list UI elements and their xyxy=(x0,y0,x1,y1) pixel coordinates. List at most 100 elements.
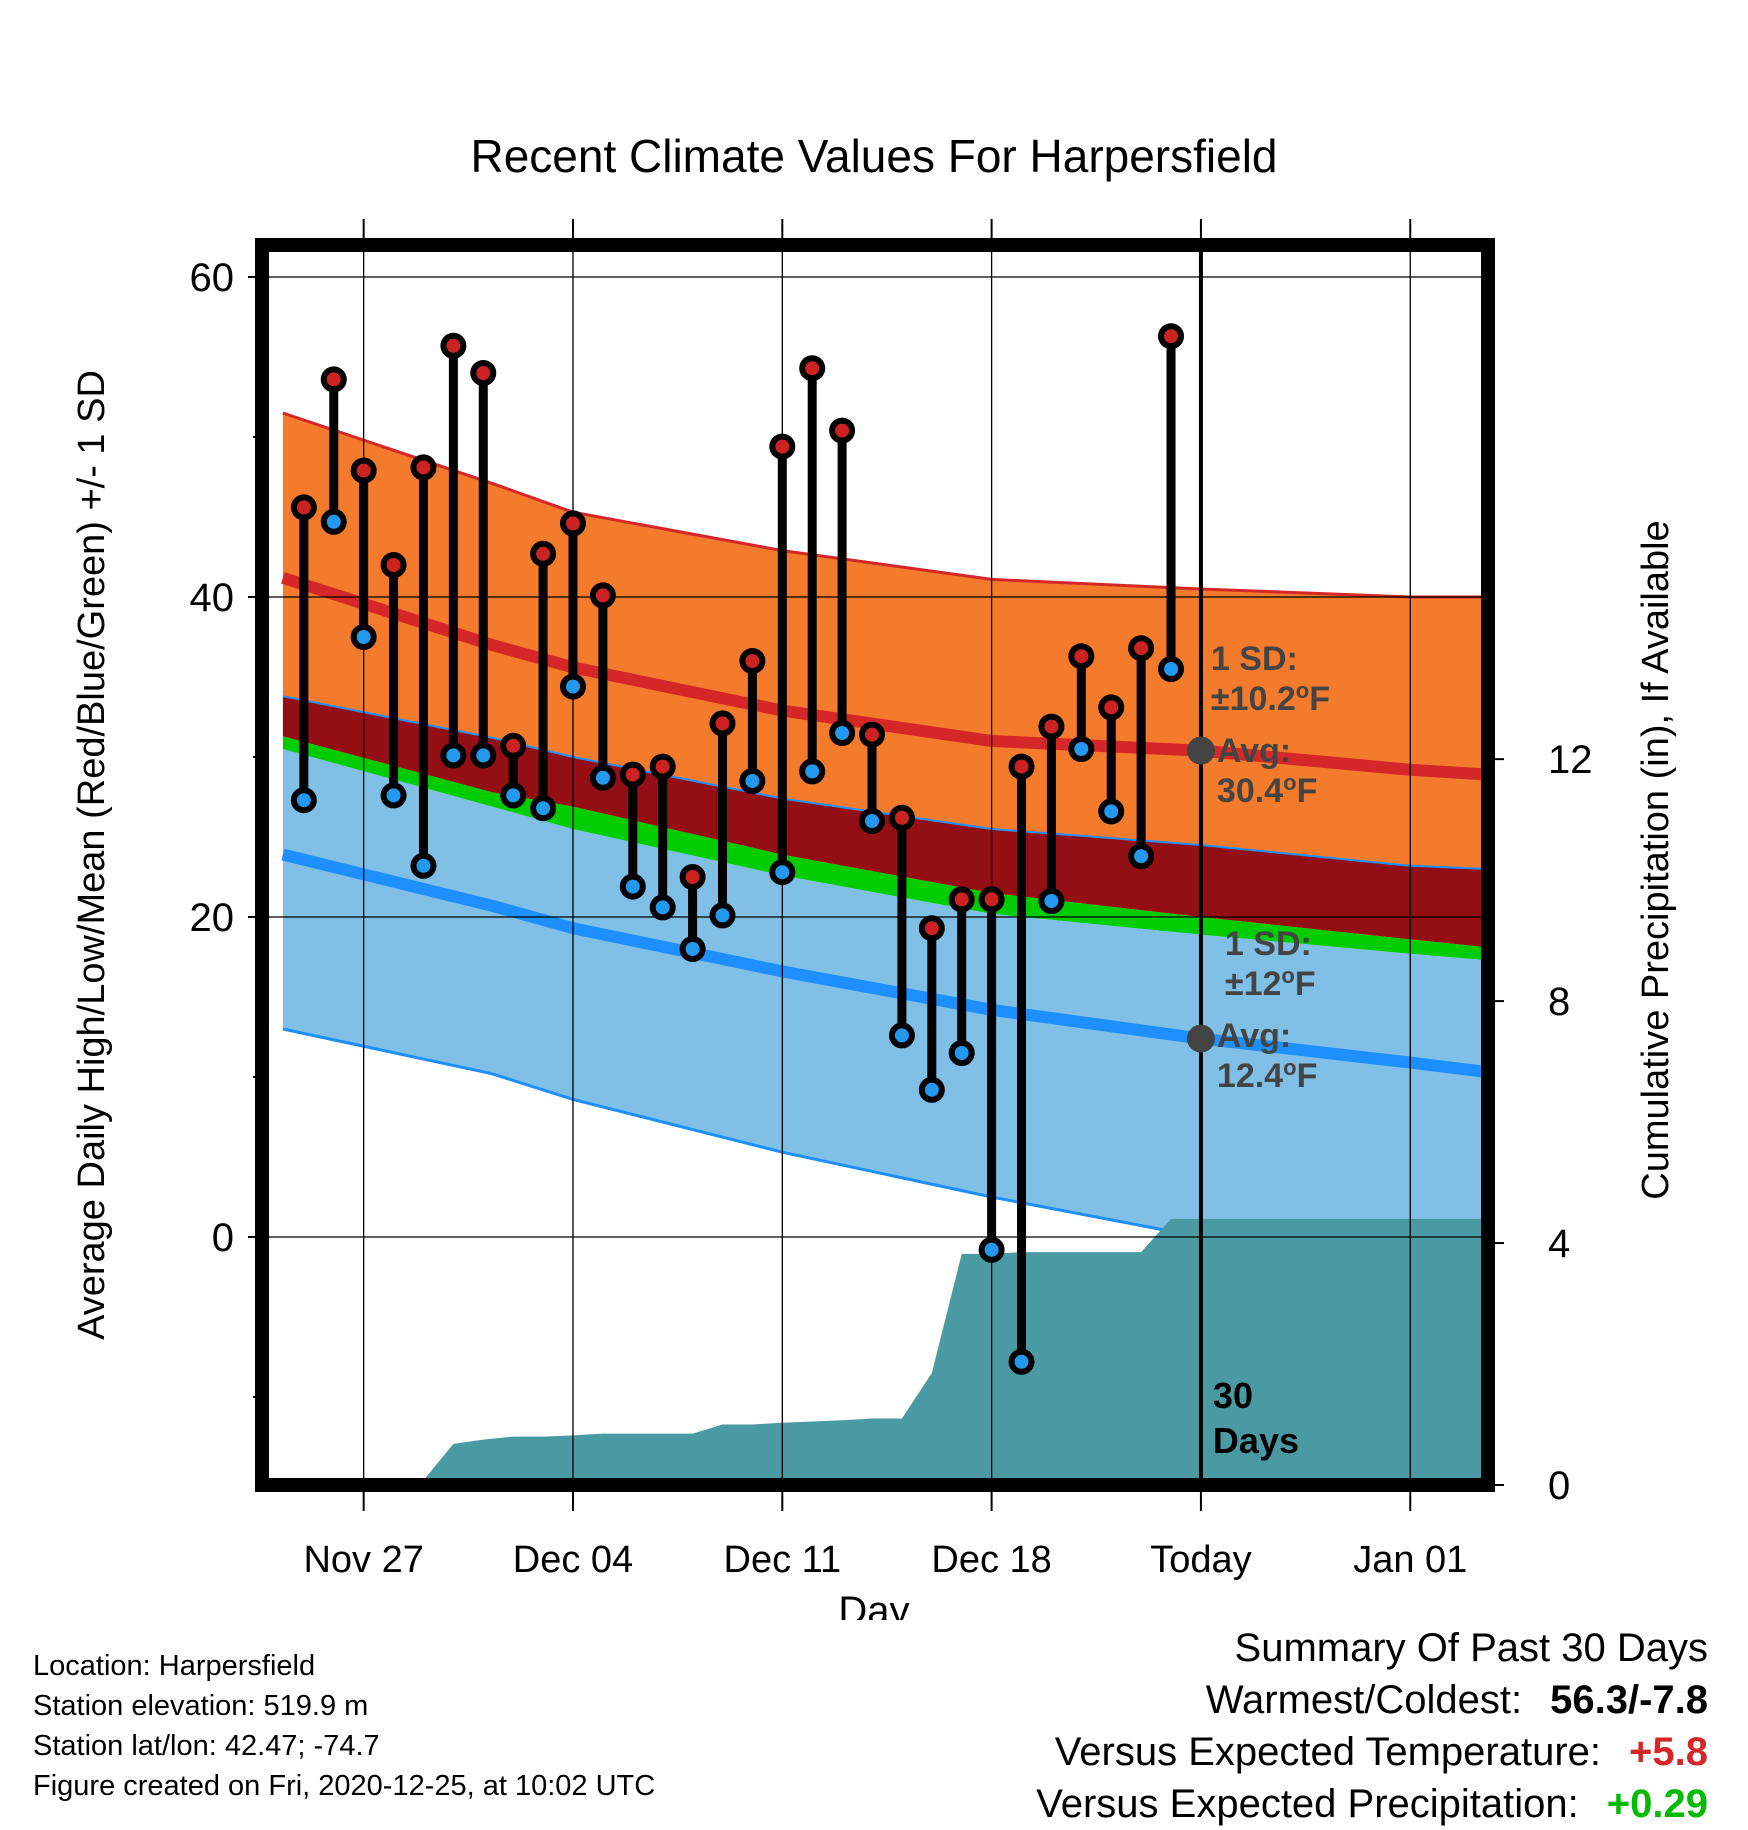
observed-low-point xyxy=(649,894,676,921)
observed-low-point xyxy=(500,782,527,809)
observed-low-point xyxy=(589,764,616,791)
high-avg-marker xyxy=(1186,736,1215,765)
observed-low-point xyxy=(530,795,557,822)
observed-low-point xyxy=(888,1022,915,1049)
observed-high-point xyxy=(500,732,527,759)
observed-high-point xyxy=(859,721,886,748)
observed-high-point xyxy=(829,417,856,444)
observed-low-point xyxy=(948,1040,975,1066)
y-tick-label: 40 xyxy=(190,576,235,620)
summary-precip-row: Versus Expected Precipitation: +0.29 xyxy=(1036,1778,1708,1830)
observed-low-point xyxy=(320,508,347,535)
summary-title: Summary Of Past 30 Days xyxy=(1234,1626,1708,1670)
observed-low-point xyxy=(470,742,497,769)
station-latlon: Station lat/lon: 42.47; -74.7 xyxy=(33,1730,380,1762)
observed-low-point xyxy=(978,1236,1005,1263)
observed-high-point xyxy=(1008,753,1035,780)
observed-high-point xyxy=(769,433,796,460)
observed-low-point xyxy=(918,1076,945,1103)
summary-panel: Summary Of Past 30 Days Warmest/Coldest:… xyxy=(1036,1622,1708,1830)
y-tick-label: 0 xyxy=(212,1216,234,1260)
y2-axis-label: Cumulative Precipitation (in), If Availa… xyxy=(1635,520,1677,1199)
station-info: Location: Harpersfield Station elevation… xyxy=(33,1646,655,1806)
today-window-label: Days xyxy=(1213,1420,1299,1461)
observed-low-point xyxy=(1128,843,1155,870)
observed-low-point xyxy=(1098,798,1125,825)
observed-high-point xyxy=(739,648,766,674)
observed-low-point xyxy=(739,768,766,794)
today-window-label: 30 xyxy=(1213,1375,1253,1416)
high-avg-annotation: 30.4oF xyxy=(1217,770,1317,810)
observed-low-point xyxy=(769,859,796,886)
precip-label: Versus Expected Precipitation: xyxy=(1036,1782,1579,1826)
observed-low-point xyxy=(859,808,886,834)
high-avg-annotation: Avg: xyxy=(1217,732,1291,770)
observed-high-point xyxy=(290,494,317,521)
observed-high-point xyxy=(1128,635,1155,662)
x-axis-label: Day xyxy=(838,1589,909,1620)
high-avg-line xyxy=(281,572,1488,781)
y-tick-label: 20 xyxy=(190,896,235,940)
high-sd-annotation: 1 SD: xyxy=(1211,640,1298,678)
observed-low-point xyxy=(1038,888,1065,914)
observed-high-point xyxy=(948,886,975,913)
observed-high-point xyxy=(589,582,616,609)
y2-tick-label: 8 xyxy=(1548,980,1570,1024)
observed-high-point xyxy=(1158,323,1185,350)
low-sd-annotation: 1 SD: xyxy=(1225,925,1312,963)
x-tick-label: Dec 18 xyxy=(931,1539,1051,1581)
observed-high-point xyxy=(978,886,1005,913)
x-tick-label: Today xyxy=(1150,1539,1251,1581)
high-upper-line xyxy=(282,411,1488,599)
observed-high-point xyxy=(649,753,676,780)
observed-low-point xyxy=(709,902,736,929)
mean-band xyxy=(282,696,1488,948)
observed-high-point xyxy=(320,366,347,393)
observed-low-point xyxy=(290,787,317,814)
chart-title: Recent Climate Values For Harpersfield xyxy=(470,130,1277,182)
x-tick-label: Jan 01 xyxy=(1353,1539,1467,1581)
y2-tick-label: 0 xyxy=(1548,1464,1570,1508)
warmest-value: 56.3/-7.8 xyxy=(1550,1678,1708,1722)
observed-low-point xyxy=(679,936,706,962)
precip-area xyxy=(282,1218,1488,1485)
mean-line-band xyxy=(282,736,1488,961)
high-sd-annotation: ±10.2oF xyxy=(1211,678,1330,718)
temp-label: Versus Expected Temperature: xyxy=(1054,1730,1602,1774)
low-avg-marker xyxy=(1186,1024,1215,1053)
observed-low-point xyxy=(1008,1348,1035,1375)
observed-high-point xyxy=(709,710,736,737)
x-tick-label: Dec 11 xyxy=(724,1539,842,1581)
low-avg-annotation: 12.4oF xyxy=(1217,1055,1317,1095)
observed-high-point xyxy=(1038,713,1065,740)
observed-high-point xyxy=(1068,643,1095,670)
temp-value: +5.8 xyxy=(1629,1730,1708,1774)
observed-low-point xyxy=(380,782,407,809)
climate-chart: Recent Climate Values For Harpersfield 1… xyxy=(71,130,1677,1620)
observed-high-point xyxy=(410,454,437,481)
x-tick-label: Dec 04 xyxy=(513,1539,633,1581)
y2-tick-label: 4 xyxy=(1548,1222,1570,1266)
observed-high-point xyxy=(1098,694,1125,721)
y-tick-label: 60 xyxy=(190,256,235,300)
plot-frame xyxy=(255,238,1495,1492)
observed-low-point xyxy=(350,624,377,650)
observed-high-point xyxy=(380,552,407,578)
observed-low-point xyxy=(799,758,826,785)
observed-high-point xyxy=(350,457,377,484)
observed-low-point xyxy=(440,742,467,769)
observed-high-point xyxy=(619,761,646,788)
summary-warmest-row: Warmest/Coldest: 56.3/-7.8 xyxy=(1036,1674,1708,1726)
observed-high-point xyxy=(679,864,706,890)
warmest-label: Warmest/Coldest: xyxy=(1205,1678,1523,1722)
precip-value: +0.29 xyxy=(1606,1782,1708,1826)
observed-low-point xyxy=(829,720,856,746)
summary-temp-row: Versus Expected Temperature: +5.8 xyxy=(1036,1726,1708,1778)
observed-high-point xyxy=(888,804,915,831)
low-avg-line xyxy=(281,848,1488,1079)
observed-low-point xyxy=(559,673,586,700)
station-location: Location: Harpersfield xyxy=(33,1650,316,1682)
station-elevation: Station elevation: 519.9 m xyxy=(33,1690,369,1722)
